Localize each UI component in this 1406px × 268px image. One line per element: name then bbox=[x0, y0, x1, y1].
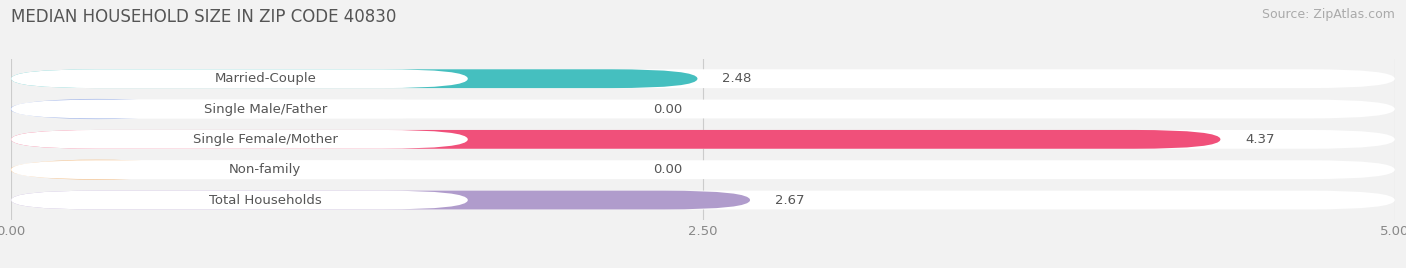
Text: Married-Couple: Married-Couple bbox=[214, 72, 316, 85]
Text: 2.67: 2.67 bbox=[775, 193, 804, 207]
FancyBboxPatch shape bbox=[11, 130, 1220, 149]
FancyBboxPatch shape bbox=[11, 160, 1395, 179]
Text: Non-family: Non-family bbox=[229, 163, 301, 176]
Text: MEDIAN HOUSEHOLD SIZE IN ZIP CODE 40830: MEDIAN HOUSEHOLD SIZE IN ZIP CODE 40830 bbox=[11, 8, 396, 26]
FancyBboxPatch shape bbox=[11, 69, 468, 88]
FancyBboxPatch shape bbox=[11, 130, 468, 149]
FancyBboxPatch shape bbox=[11, 69, 1395, 88]
FancyBboxPatch shape bbox=[11, 191, 749, 210]
Circle shape bbox=[11, 160, 183, 179]
FancyBboxPatch shape bbox=[11, 100, 468, 118]
FancyBboxPatch shape bbox=[11, 191, 1395, 210]
FancyBboxPatch shape bbox=[11, 160, 468, 179]
Text: Single Male/Father: Single Male/Father bbox=[204, 103, 326, 116]
FancyBboxPatch shape bbox=[11, 130, 1395, 149]
Circle shape bbox=[11, 100, 183, 118]
FancyBboxPatch shape bbox=[11, 100, 1395, 118]
Text: Source: ZipAtlas.com: Source: ZipAtlas.com bbox=[1261, 8, 1395, 21]
Text: 0.00: 0.00 bbox=[654, 103, 682, 116]
FancyBboxPatch shape bbox=[11, 191, 468, 210]
Text: 2.48: 2.48 bbox=[723, 72, 752, 85]
Text: 4.37: 4.37 bbox=[1246, 133, 1275, 146]
Text: Single Female/Mother: Single Female/Mother bbox=[193, 133, 337, 146]
Text: Total Households: Total Households bbox=[209, 193, 322, 207]
Text: 0.00: 0.00 bbox=[654, 163, 682, 176]
FancyBboxPatch shape bbox=[11, 69, 697, 88]
